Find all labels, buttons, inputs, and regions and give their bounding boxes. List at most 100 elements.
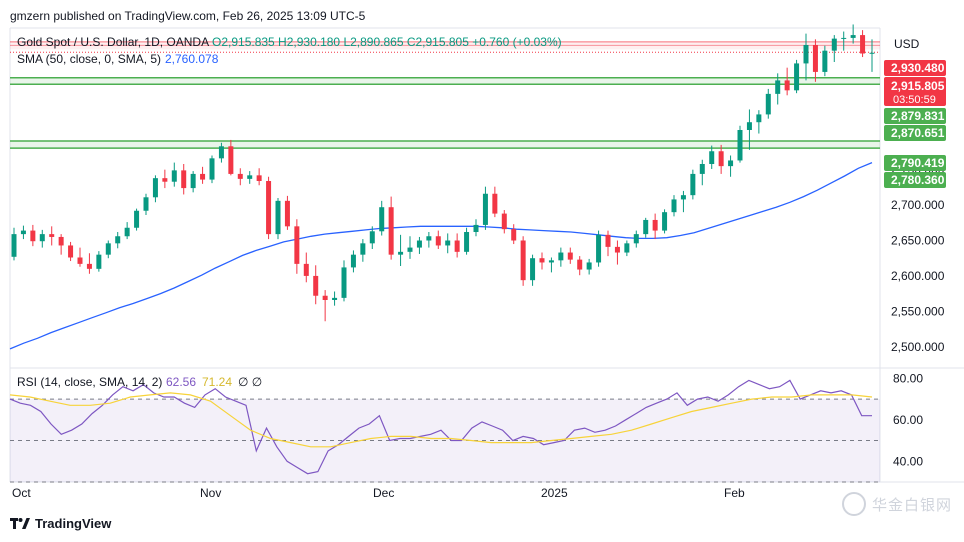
candle-body [756, 114, 762, 123]
legend-rsi-sma-value: 71.24 [202, 375, 232, 389]
candle [520, 236, 526, 286]
candle-body [492, 193, 498, 214]
badge-sup1: 2,790.419 [884, 155, 946, 171]
candle-body [501, 213, 507, 230]
candle [718, 144, 724, 174]
candle-body [58, 236, 64, 246]
badge-res2-text: 2,870.651 [891, 126, 945, 140]
candle [209, 155, 215, 184]
watermark-text: 华金白银网 [871, 496, 952, 514]
candle [605, 230, 611, 257]
candle [511, 224, 517, 245]
candle [171, 162, 177, 187]
candle-body [530, 258, 536, 281]
candle [30, 224, 36, 247]
candle-body [115, 236, 121, 244]
candle-body [831, 38, 837, 51]
tradingview-footer: TradingView [10, 516, 111, 531]
candle-body [558, 252, 564, 261]
candle [746, 109, 752, 150]
time-tick-label: Dec [373, 486, 394, 500]
candle-body [718, 151, 724, 167]
candle [134, 208, 140, 231]
price-tick-label: 2,650.000 [891, 234, 945, 248]
candle [812, 39, 818, 82]
candle-body [105, 243, 111, 255]
candle [699, 159, 705, 186]
candle [416, 236, 422, 254]
candle-body [228, 146, 234, 174]
candle-body [548, 260, 554, 263]
candle [247, 171, 253, 184]
candle-body [247, 175, 253, 179]
candle-body [388, 207, 394, 255]
candle-body [303, 263, 309, 276]
badge-close-price: 2,915.805 [891, 79, 945, 93]
candle-body [699, 164, 705, 174]
time-tick-label: Feb [724, 486, 745, 500]
candle-body [332, 297, 338, 300]
rsi-line [9, 379, 872, 475]
candle [350, 250, 356, 273]
candle-body [784, 80, 790, 91]
candle-body [690, 173, 696, 196]
candle [341, 260, 347, 302]
candle-body [190, 173, 196, 189]
currency-label[interactable]: USD [894, 37, 920, 51]
zone-2880 [10, 77, 880, 85]
candle-body [539, 258, 545, 263]
candle-body [605, 234, 611, 247]
candle-body [775, 80, 781, 94]
candle [360, 239, 366, 262]
candle-body [464, 232, 470, 252]
rsi-tick-label: 40.00 [893, 454, 923, 468]
time-tick-label: Nov [200, 486, 221, 500]
time-tick-label: 2025 [541, 486, 568, 500]
candle [728, 155, 734, 177]
candle [266, 176, 272, 240]
candle [860, 30, 866, 58]
candle [643, 217, 649, 238]
candle-body [652, 219, 658, 231]
candle-body [520, 240, 526, 281]
price-tick-label: 2,600.000 [891, 269, 945, 283]
candle-body [671, 199, 677, 213]
candle-body [39, 234, 45, 242]
candle-body [407, 247, 413, 252]
candle-body [398, 251, 404, 255]
candle [831, 35, 837, 62]
candle-body [841, 37, 847, 39]
candle [407, 236, 413, 259]
candle [398, 234, 404, 266]
candle [77, 247, 83, 267]
candle [530, 254, 536, 286]
candle-body [662, 212, 668, 231]
candle [765, 88, 771, 119]
candle-body [869, 52, 875, 54]
badge-sup2-bg [884, 172, 946, 188]
candle [737, 125, 743, 163]
candle-body [11, 234, 17, 257]
candle-body [284, 200, 290, 227]
candle-body [162, 178, 168, 182]
candle-body [124, 227, 130, 237]
candle [652, 213, 658, 240]
candle-body [445, 240, 451, 246]
watermark: 华金白银网 [841, 492, 952, 516]
candle [11, 227, 17, 261]
candle-body [435, 236, 441, 246]
candle [614, 240, 620, 265]
candle-body [426, 236, 432, 241]
candle [841, 31, 847, 51]
candle-body [794, 63, 800, 91]
candle-body [765, 93, 771, 115]
candle [869, 39, 875, 72]
candle [671, 195, 677, 217]
candle [803, 33, 809, 81]
candle-body [68, 245, 74, 258]
candle-body [709, 151, 715, 164]
candle [190, 171, 196, 193]
candle [218, 142, 224, 163]
candle [492, 186, 498, 218]
